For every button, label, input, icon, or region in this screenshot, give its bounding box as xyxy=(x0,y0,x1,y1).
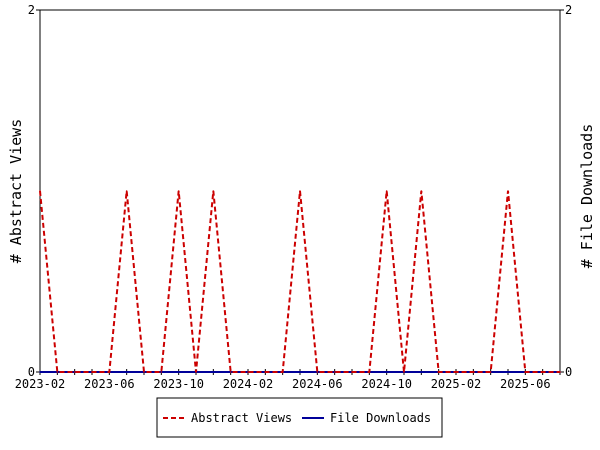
data-point-abstract-views xyxy=(333,371,336,373)
legend: Abstract Views File Downloads xyxy=(156,397,443,438)
data-point-abstract-views xyxy=(420,190,423,192)
y-right-tick-label: 0 xyxy=(565,365,572,379)
data-point-abstract-views xyxy=(437,371,440,373)
data-point-abstract-views xyxy=(524,371,527,373)
data-point-abstract-views xyxy=(56,371,59,373)
data-point-abstract-views xyxy=(39,190,41,192)
data-point-file-downloads xyxy=(177,371,180,373)
data-point-abstract-views xyxy=(299,190,301,192)
data-point-abstract-views xyxy=(507,190,509,192)
data-point-abstract-views xyxy=(143,371,145,373)
data-point-abstract-views xyxy=(73,371,76,373)
legend-label-file-downloads: File Downloads xyxy=(330,411,431,425)
data-point-abstract-views xyxy=(455,371,457,373)
data-point-file-downloads xyxy=(507,371,509,373)
data-point-abstract-views xyxy=(264,371,267,373)
data-point-abstract-views xyxy=(177,190,180,192)
data-point-abstract-views xyxy=(281,371,284,373)
data-point-abstract-views xyxy=(559,371,561,373)
data-point-abstract-views xyxy=(472,371,475,373)
data-point-abstract-views xyxy=(385,190,388,192)
series-layer xyxy=(39,190,561,373)
legend-label-abstract-views: Abstract Views xyxy=(191,411,292,425)
y-left-tick-label: 0 xyxy=(28,365,35,379)
x-tick-label: 2023-02 xyxy=(15,377,66,391)
data-point-abstract-views xyxy=(316,371,319,373)
data-point-abstract-views xyxy=(195,371,197,373)
data-point-abstract-views xyxy=(91,371,93,373)
y-axis-right-title: # File Downloads xyxy=(578,124,596,269)
data-point-file-downloads xyxy=(420,371,423,373)
y-right-tick-label: 2 xyxy=(565,3,572,17)
x-tick-label: 2023-06 xyxy=(84,377,135,391)
y-axis-left-title: # Abstract Views xyxy=(7,119,25,264)
data-point-file-downloads xyxy=(385,371,388,373)
y-left-tick-label: 2 xyxy=(28,3,35,17)
x-tick-label: 2024-02 xyxy=(223,377,274,391)
data-point-abstract-views xyxy=(489,371,492,373)
data-point-abstract-views xyxy=(541,371,544,373)
x-tick-label: 2024-06 xyxy=(292,377,343,391)
data-point-abstract-views xyxy=(212,190,215,192)
data-point-abstract-views xyxy=(160,371,163,373)
x-tick-label: 2025-06 xyxy=(500,377,551,391)
data-point-abstract-views xyxy=(368,371,371,373)
legend-box xyxy=(156,397,443,438)
data-point-file-downloads xyxy=(299,371,301,373)
data-point-abstract-views xyxy=(125,190,128,192)
x-tick-label: 2025-02 xyxy=(431,377,482,391)
data-point-abstract-views xyxy=(229,371,232,373)
data-point-file-downloads xyxy=(125,371,128,373)
data-point-abstract-views xyxy=(247,371,249,373)
x-tick-label: 2024-10 xyxy=(361,377,412,391)
x-tick-label: 2023-10 xyxy=(153,377,204,391)
data-point-file-downloads xyxy=(39,371,41,373)
series-line-abstract-views xyxy=(39,190,560,373)
data-point-abstract-views xyxy=(403,371,405,373)
data-point-file-downloads xyxy=(212,371,215,373)
data-point-abstract-views xyxy=(351,371,353,373)
data-point-abstract-views xyxy=(108,371,111,373)
